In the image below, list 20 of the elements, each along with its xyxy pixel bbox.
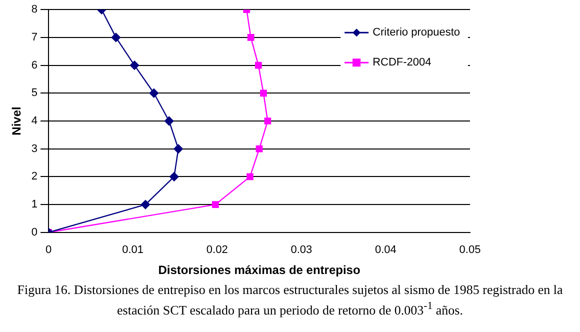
x-axis-title: Distorsiones máximas de entrepiso — [158, 263, 360, 278]
y-tick-label: 2 — [31, 170, 38, 183]
y-tick-label: 5 — [31, 87, 38, 100]
x-tick-label: 0.01 — [122, 244, 144, 256]
x-tick-label: 0.02 — [206, 244, 228, 256]
y-tick-label: 0 — [31, 226, 38, 238]
legend-label: Criterio propuesto — [372, 26, 460, 39]
y-tick-label: 1 — [31, 198, 38, 211]
y-tick-label: 7 — [31, 31, 38, 44]
x-tick-label: 0 — [45, 244, 52, 256]
x-tick-label: 0.04 — [374, 244, 396, 256]
text: Figura 16. Distorsiones de entrepiso en los marcos estructurales sujetos al sismo de 1985 registrado en la estación SCT escalado para un periodo de retorno de 0.003$^{-1}$ años. — [16, 282, 564, 318]
y-tick-label: 6 — [31, 59, 38, 72]
legend-label: RCDF-2004 — [372, 56, 432, 69]
y-tick-label: 8 — [31, 4, 38, 16]
x-tick-label: 0.03 — [290, 244, 312, 256]
y-tick-label: 3 — [31, 142, 38, 155]
y-tick-label: 4 — [31, 115, 38, 128]
x-tick-label: 0.05 — [459, 244, 481, 256]
y-axis-title: Nivel — [10, 106, 24, 136]
